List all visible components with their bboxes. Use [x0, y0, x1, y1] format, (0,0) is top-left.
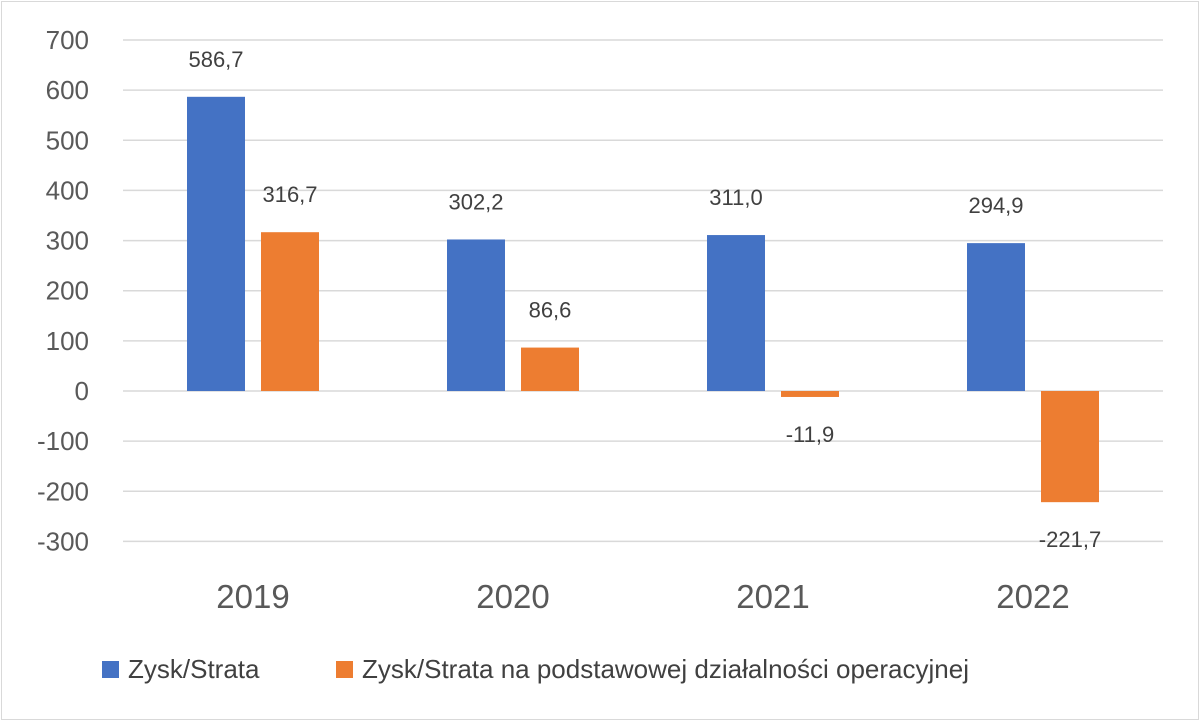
- bar-2019-series-1: [187, 96, 245, 391]
- bars: [187, 96, 1099, 503]
- bar-2019-series-2: [261, 232, 319, 391]
- legend-swatch: [336, 661, 353, 678]
- bar-2020-series-1: [447, 239, 505, 391]
- y-tick-label: -300: [37, 526, 89, 556]
- data-label: -221,7: [1039, 527, 1101, 552]
- bar-2022-series-2: [1041, 391, 1099, 503]
- data-label: 586,7: [188, 47, 243, 72]
- data-labels: 586,7 316,7 302,2 86,6 311,0 -11,9 294,9 -221,7: [188, 47, 1101, 552]
- data-label: -11,9: [786, 422, 835, 447]
- bar-2020-series-2: [521, 347, 579, 391]
- y-tick-label: 500: [46, 125, 89, 155]
- y-tick-label: -100: [37, 426, 89, 456]
- x-tick-label: 2020: [476, 578, 549, 615]
- y-tick-label: 300: [46, 226, 89, 256]
- x-tick-label: 2019: [216, 578, 289, 615]
- legend-label: Zysk/Strata na podstawowej działalności …: [362, 654, 969, 684]
- x-tick-label: 2022: [996, 578, 1069, 615]
- data-label: 294,9: [968, 193, 1023, 218]
- y-axis-ticks: 700 600 500 400 300 200 100 0 -100 -200 -300: [37, 25, 89, 556]
- y-tick-label: 700: [46, 25, 89, 55]
- legend-label: Zysk/Strata: [128, 654, 260, 684]
- y-tick-label: 400: [46, 175, 89, 205]
- x-axis-ticks: 2019 2020 2021 2022: [216, 578, 1069, 615]
- y-tick-label: 200: [46, 276, 89, 306]
- y-tick-label: 0: [75, 376, 89, 406]
- y-tick-label: -200: [37, 476, 89, 506]
- x-tick-label: 2021: [736, 578, 809, 615]
- y-tick-label: 100: [46, 326, 89, 356]
- legend-swatch: [102, 661, 119, 678]
- y-tick-label: 600: [46, 75, 89, 105]
- data-label: 86,6: [529, 298, 572, 323]
- bar-2021-series-1: [707, 235, 765, 391]
- bar-2021-series-2: [781, 391, 839, 397]
- data-label: 302,2: [448, 189, 503, 214]
- bar-2022-series-1: [967, 243, 1025, 391]
- data-label: 311,0: [709, 185, 762, 210]
- data-label: 316,7: [262, 182, 317, 207]
- legend: Zysk/Strata Zysk/Strata na podstawowej dz…: [102, 654, 969, 684]
